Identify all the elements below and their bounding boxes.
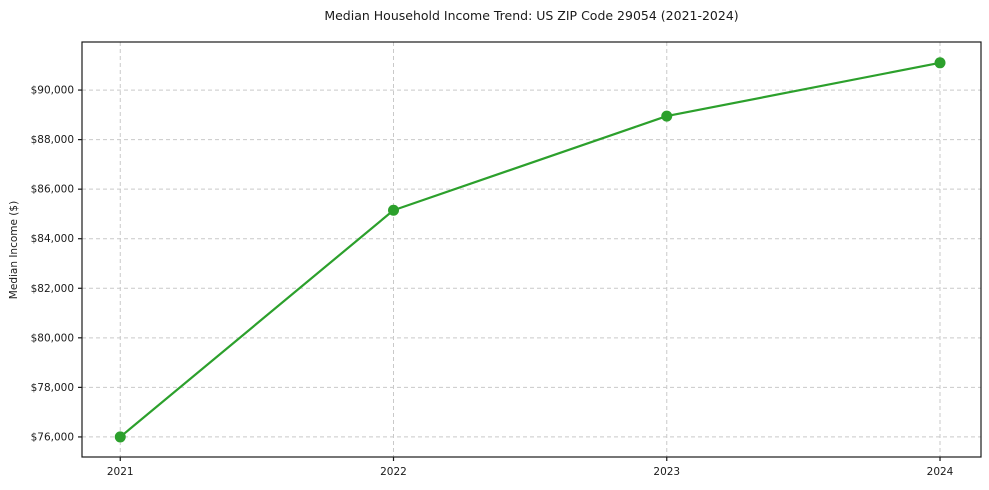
y-tick-label: $82,000 bbox=[31, 283, 74, 295]
data-point-marker bbox=[388, 204, 400, 216]
data-point-marker bbox=[934, 57, 946, 69]
y-tick-label: $86,000 bbox=[31, 184, 74, 196]
x-tick-label: 2023 bbox=[653, 466, 680, 478]
data-point-marker bbox=[661, 110, 673, 122]
plot-border bbox=[81, 41, 982, 458]
x-tick-label: 2021 bbox=[107, 466, 134, 478]
y-tick-label: $80,000 bbox=[31, 332, 74, 344]
x-tick-label: 2022 bbox=[380, 466, 407, 478]
trend-line bbox=[119, 61, 942, 439]
y-tick-label: $88,000 bbox=[31, 134, 74, 146]
x-tick-label: 2024 bbox=[927, 466, 954, 478]
y-tick-label: $90,000 bbox=[31, 85, 74, 97]
y-tick-label: $84,000 bbox=[31, 233, 74, 245]
y-tick-label: $76,000 bbox=[31, 431, 74, 443]
chart-title: Median Household Income Trend: US ZIP Co… bbox=[324, 8, 739, 23]
data-point-marker bbox=[114, 431, 126, 443]
y-tick-label: $78,000 bbox=[31, 382, 74, 394]
